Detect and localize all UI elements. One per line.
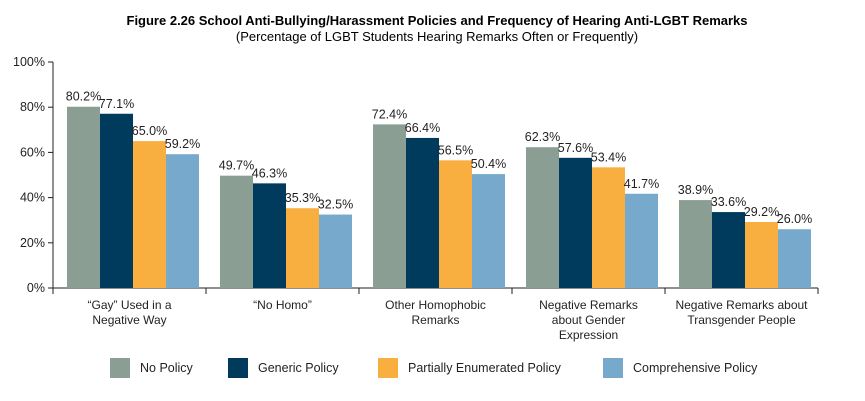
- data-label: 57.6%: [558, 141, 593, 155]
- bar: [253, 183, 286, 288]
- data-label: 35.3%: [285, 191, 320, 205]
- data-label: 29.2%: [744, 205, 779, 219]
- x-tick-label: “Gay” Used in a Negative Way: [87, 298, 171, 327]
- bar: [526, 147, 559, 288]
- data-label: 38.9%: [678, 183, 713, 197]
- bar: [373, 124, 406, 288]
- data-label: 66.4%: [405, 121, 440, 135]
- bar: [220, 175, 253, 288]
- y-tick-label: 60%: [20, 145, 45, 159]
- y-tick-label: 40%: [20, 191, 45, 205]
- data-label: 80.2%: [66, 90, 101, 104]
- bar: [712, 212, 745, 288]
- legend-swatch: [110, 358, 130, 378]
- legend-label: No Policy: [140, 361, 194, 375]
- legend-swatch: [378, 358, 398, 378]
- data-label: 50.4%: [471, 157, 506, 171]
- y-tick-label: 80%: [20, 100, 45, 114]
- x-tick-label: Other Homophobic Remarks: [385, 298, 486, 327]
- data-label: 53.4%: [591, 150, 626, 164]
- x-tick-label: “No Homo”: [253, 298, 312, 312]
- legend-swatch: [603, 358, 623, 378]
- data-label: 56.5%: [438, 143, 473, 157]
- x-tick-label: Negative Remarks about Transgender People: [675, 298, 808, 327]
- bar: [559, 157, 592, 288]
- bar: [319, 214, 352, 288]
- plot-area: 0% 20% 40% 60% 80% 100% 80.2%77.1% 65.0%59.2% “G…: [13, 55, 819, 342]
- bar: [133, 141, 166, 288]
- bar: [67, 106, 100, 288]
- bar: [439, 160, 472, 288]
- bar: [472, 174, 505, 288]
- data-label: 59.2%: [165, 137, 200, 151]
- bar: [745, 222, 778, 288]
- bar: [592, 167, 625, 288]
- chart-title: Figure 2.26 School Anti-Bullying/Harassm…: [127, 13, 748, 28]
- data-label: 77.1%: [99, 97, 134, 111]
- y-tick-label: 0%: [27, 281, 45, 295]
- data-label: 72.4%: [372, 107, 407, 121]
- x-tick-label: Negative Remarks about Gender Expression: [539, 298, 638, 342]
- legend-label: Partially Enumerated Policy: [408, 361, 562, 375]
- data-label: 26.0%: [777, 212, 812, 226]
- bar: [778, 229, 811, 288]
- bar: [679, 200, 712, 288]
- legend: No Policy Generic Policy Partially Enumera…: [110, 358, 758, 378]
- bar: [100, 113, 133, 288]
- bar: [286, 208, 319, 288]
- data-label: 62.3%: [525, 130, 560, 144]
- legend-swatch: [228, 358, 248, 378]
- chart-subtitle: (Percentage of LGBT Students Hearing Rem…: [236, 29, 638, 44]
- legend-label: Comprehensive Policy: [633, 361, 758, 375]
- bar: [166, 154, 199, 288]
- legend-label: Generic Policy: [258, 361, 339, 375]
- data-label: 65.0%: [132, 124, 167, 138]
- data-label: 41.7%: [624, 177, 659, 191]
- data-label: 49.7%: [219, 159, 254, 173]
- data-label: 32.5%: [318, 198, 353, 212]
- y-tick-label: 20%: [20, 236, 45, 250]
- bar: [406, 137, 439, 288]
- y-tick-label: 100%: [13, 55, 45, 69]
- data-label: 33.6%: [711, 195, 746, 209]
- data-label: 46.3%: [252, 166, 287, 180]
- bar: [625, 193, 658, 288]
